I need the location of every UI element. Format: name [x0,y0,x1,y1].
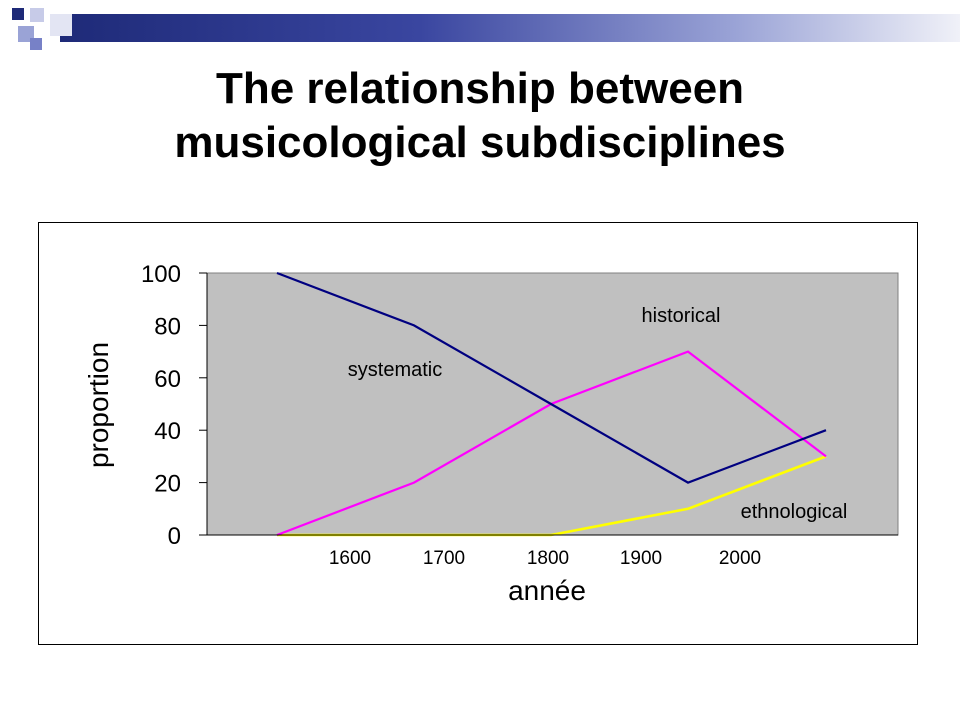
slide-title-line2: musicological subdisciplines [174,118,786,167]
decoration-square [12,8,24,20]
x-axis: 1600 1700 1800 1900 2000 [207,534,898,569]
series-labels: systematic historical ethnological [348,305,848,523]
y-axis-label: proportion [83,342,114,468]
x-tick-label: 1700 [423,548,465,569]
x-tick-label: 1800 [527,548,569,569]
x-axis-label: année [508,575,586,606]
decoration-square [30,38,42,50]
series-line-systematic [276,271,827,484]
y-axis: 0 20 40 60 80 100 [141,261,208,550]
x-tick-label: 2000 [719,548,761,569]
y-tick-label: 40 [154,418,181,445]
y-tick-label: 20 [154,471,181,498]
series-label-historical: historical [642,305,721,327]
series-label-ethnological: ethnological [741,501,848,523]
y-tick-label: 80 [154,313,181,340]
y-tick-label: 60 [154,366,181,393]
x-tick-label: 1900 [620,548,662,569]
y-tick-label: 0 [168,523,181,550]
slide-title: The relationship between musicological s… [0,62,960,170]
header-decoration-bar [60,14,960,42]
y-tick-label: 100 [141,261,181,288]
series-label-systematic: systematic [348,359,442,381]
decoration-square [50,14,72,36]
slide-title-line1: The relationship between [215,64,745,113]
x-tick-label: 1600 [329,548,371,569]
decoration-square [30,8,44,22]
